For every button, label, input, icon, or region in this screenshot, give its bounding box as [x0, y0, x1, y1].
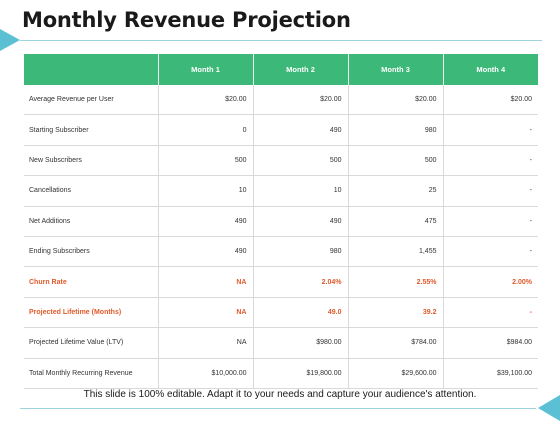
- month-4-cell: -: [443, 297, 538, 329]
- month-2-cell: $980.00: [253, 327, 349, 359]
- table-row: Cancellations 10 10 25-: [24, 175, 538, 207]
- month-3-cell: 500: [348, 145, 444, 177]
- table-row: Net Additions 490 490 475-: [24, 206, 538, 237]
- month-1-cell: NA: [158, 266, 254, 298]
- month-2-cell: 49.0: [253, 297, 349, 329]
- table-row: Ending Subscribers 490 980 1,455-: [24, 236, 538, 268]
- row-label-cell: Projected Lifetime (Months): [24, 297, 159, 329]
- row-label-cell: Starting Subscriber: [24, 114, 159, 146]
- footer-divider: [20, 408, 536, 409]
- row-label-cell: Ending Subscribers: [24, 236, 159, 268]
- month-3-cell: $20.00: [348, 85, 444, 116]
- month-3-cell: 2.55%: [348, 266, 444, 298]
- right-accent-triangle: [538, 395, 560, 421]
- month-4-cell: -: [443, 145, 538, 177]
- month-2-cell: $19,800.00: [253, 358, 349, 389]
- month-1-cell: NA: [158, 327, 254, 359]
- table-row: Projected Lifetime Value (LTV) NA $980.00 $…: [24, 327, 538, 359]
- month-2-cell: 2.04%: [253, 266, 349, 298]
- month-1-cell: 490: [158, 236, 254, 268]
- month-1-cell: 0: [158, 114, 254, 146]
- month-4-cell: -: [443, 236, 538, 268]
- footer-note: This slide is 100% editable. Adapt it to…: [83, 389, 477, 400]
- month-3-cell: 475: [348, 206, 444, 237]
- month-2-cell: 500: [253, 145, 349, 177]
- row-label-cell: Average Revenue per User: [24, 85, 159, 116]
- table-header-row: Month 1 Month 2 Month 3 Month 4: [24, 54, 538, 85]
- slide-title: Monthly Revenue Projection: [22, 8, 351, 32]
- row-label-cell: Net Additions: [24, 206, 159, 237]
- month-3-cell: 25: [348, 175, 444, 207]
- header-cell-month-3: Month 3: [348, 54, 444, 85]
- header-cell-month-1: Month 1: [158, 54, 254, 85]
- month-4-cell: -: [443, 114, 538, 146]
- row-label-cell: Churn Rate: [24, 266, 159, 298]
- month-1-cell: $20.00: [158, 85, 254, 116]
- month-2-cell: $20.00: [253, 85, 349, 116]
- month-4-cell: -: [443, 175, 538, 207]
- month-3-cell: 980: [348, 114, 444, 146]
- table-row: Starting Subscriber 0 490 980-: [24, 114, 538, 146]
- row-label-cell: Projected Lifetime Value (LTV): [24, 327, 159, 359]
- month-3-cell: $29,600.00: [348, 358, 444, 389]
- month-2-cell: 980: [253, 236, 349, 268]
- revenue-table-container: Month 1 Month 2 Month 3 Month 4 Average …: [24, 54, 538, 389]
- month-1-cell: 500: [158, 145, 254, 177]
- month-2-cell: 490: [253, 206, 349, 237]
- row-label-cell: Cancellations: [24, 175, 159, 207]
- month-1-cell: $10,000.00: [158, 358, 254, 389]
- month-3-cell: $784.00: [348, 327, 444, 359]
- table-row: Average Revenue per User $20.00 $20.00 $20.…: [24, 85, 538, 116]
- month-3-cell: 1,455: [348, 236, 444, 268]
- header-cell-month-2: Month 2: [253, 54, 349, 85]
- table-row: Projected Lifetime (Months) NA 49.0 39.2-: [24, 297, 538, 329]
- title-divider: [20, 40, 542, 41]
- month-4-cell: $39,100.00: [443, 358, 538, 389]
- month-4-cell: $20.00: [443, 85, 538, 116]
- month-1-cell: NA: [158, 297, 254, 329]
- left-accent-triangle: [0, 29, 20, 51]
- table-row: Total Monthly Recurring Revenue $10,000.0…: [24, 358, 538, 389]
- month-4-cell: -: [443, 206, 538, 237]
- month-2-cell: 10: [253, 175, 349, 207]
- month-3-cell: 39.2: [348, 297, 444, 329]
- month-1-cell: 490: [158, 206, 254, 237]
- revenue-table: Month 1 Month 2 Month 3 Month 4 Average …: [24, 54, 538, 389]
- month-2-cell: 490: [253, 114, 349, 146]
- table-row: New Subscribers 500 500 500-: [24, 145, 538, 177]
- row-label-cell: Total Monthly Recurring Revenue: [24, 358, 159, 389]
- month-4-cell: $984.00: [443, 327, 538, 359]
- month-1-cell: 10: [158, 175, 254, 207]
- header-cell-month-4: Month 4: [443, 54, 538, 85]
- month-4-cell: 2.00%: [443, 266, 538, 298]
- table-body: Average Revenue per User $20.00 $20.00 $20.…: [24, 85, 538, 389]
- table-row: Churn Rate NA 2.04% 2.55% 2.00%: [24, 266, 538, 298]
- header-cell-label: [24, 54, 159, 85]
- row-label-cell: New Subscribers: [24, 145, 159, 177]
